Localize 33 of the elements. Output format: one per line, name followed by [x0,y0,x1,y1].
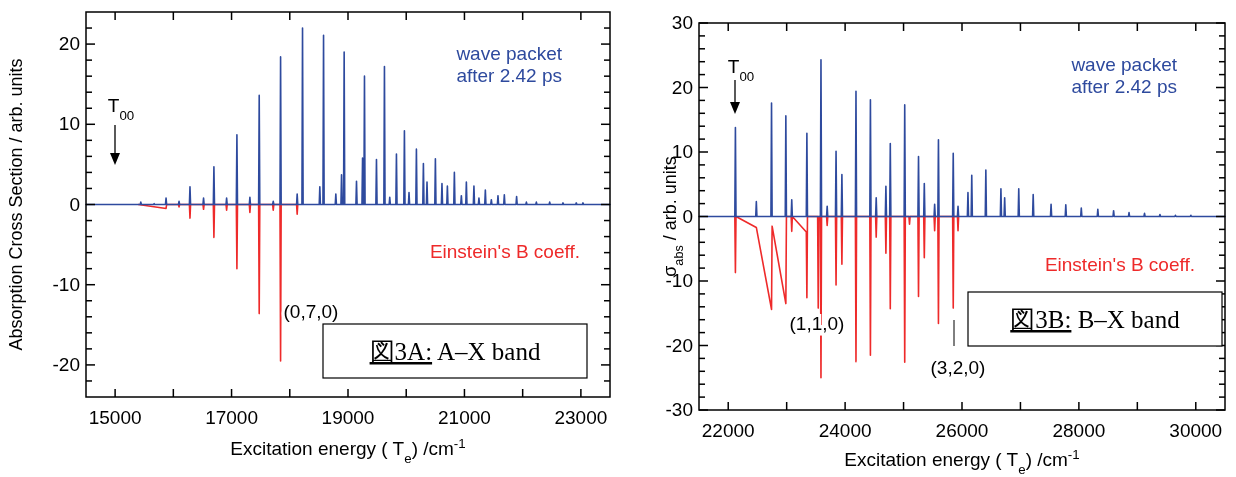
x-tick-label: 17000 [205,407,258,428]
y-tick-label: 30 [671,12,693,33]
text: 図3A: A–X band [369,338,541,365]
x-tick-label: 24000 [818,420,872,441]
x-tick-label: 19000 [321,407,375,428]
text: 図3B: B–X band [1010,306,1181,333]
x-tick-label: 26000 [935,420,989,441]
y-axis-title: Absorption Cross Section / arb. units [6,58,26,351]
y-tick-label: 0 [682,205,693,227]
annotation: T$_{00}$ [107,95,135,123]
y-tick-label: -20 [665,334,693,356]
x-tick-label: 15000 [88,407,142,428]
annotation: T$_{00}$ [727,56,755,84]
x-tick-label: 23000 [554,407,608,428]
x-axis-title: Excitation energy ( T$_{e}$) /cm$^{-1}$ [230,435,466,466]
y-tick-label: 0 [69,193,80,215]
text: Einstein's B coeff. [429,241,580,263]
y-tick-label: 20 [58,33,80,55]
annotation: (3,2,0) [930,357,986,378]
y-tick-label: -10 [52,273,80,295]
y-tick-label: -30 [665,399,693,420]
y-tick-label: 20 [671,76,693,98]
x-tick-label: 21000 [438,407,491,428]
text: Einstein's B coeff. [1044,253,1195,275]
x-tick-label: 28000 [1052,420,1106,441]
y-tick-label: 10 [58,113,80,135]
x-tick-label: 30000 [1169,420,1223,441]
y-tick-label: -20 [52,353,80,375]
annotation: (0,7,0) [283,301,339,322]
x-tick-label: 22000 [701,420,755,441]
text: wave packet after 2.42 ps [1070,54,1178,97]
text: wave packet after 2.42 ps [455,43,563,86]
x-axis-title: Excitation energy ( T$_{e}$) /cm$^{-1}$ [844,446,1080,477]
